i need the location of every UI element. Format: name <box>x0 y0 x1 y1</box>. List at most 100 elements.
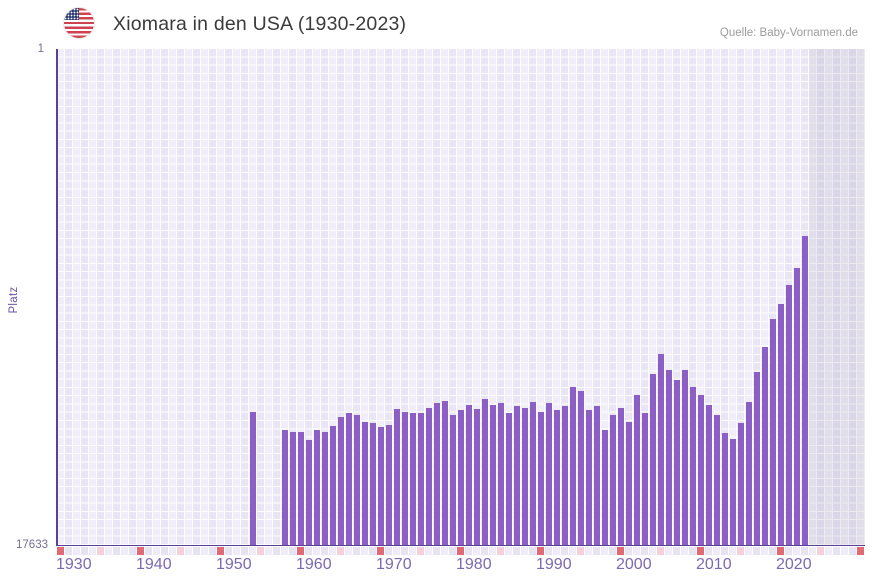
bar-1982[interactable] <box>474 409 481 545</box>
bar-1974[interactable] <box>410 413 417 545</box>
bar-1973[interactable] <box>402 411 409 545</box>
bar-2021[interactable] <box>786 285 793 545</box>
bar-1993[interactable] <box>562 406 569 545</box>
bar-2003[interactable] <box>642 413 649 545</box>
bar-2012[interactable] <box>714 414 721 545</box>
bar-2001[interactable] <box>626 421 633 545</box>
x-tick-cell-1933 <box>81 547 88 555</box>
x-tick-cell-2006 <box>665 547 672 555</box>
bar-1961[interactable] <box>306 439 313 545</box>
x-tick-cell-1950 <box>217 547 224 555</box>
x-tick-cell-2009 <box>689 547 696 555</box>
bar-1995[interactable] <box>578 390 585 545</box>
bar-1965[interactable] <box>338 417 345 545</box>
x-tick-cell-1931 <box>65 547 72 555</box>
bar-1978[interactable] <box>442 400 449 545</box>
bar-2013[interactable] <box>722 432 729 545</box>
x-tick-cell-2013 <box>721 547 728 555</box>
bar-1984[interactable] <box>490 404 497 545</box>
bar-2016[interactable] <box>746 402 753 545</box>
x-tick-cell-1959 <box>289 547 296 555</box>
bar-1976[interactable] <box>426 407 433 545</box>
x-tick-cell-2002 <box>633 547 640 555</box>
bar-2011[interactable] <box>706 404 713 545</box>
bar-1983[interactable] <box>482 399 489 545</box>
bar-1991[interactable] <box>546 403 553 545</box>
bar-1966[interactable] <box>346 413 353 545</box>
x-tick-cell-1955 <box>257 547 264 555</box>
bar-1998[interactable] <box>602 430 609 545</box>
source-attribution: Quelle: Baby-Vornamen.de <box>719 27 858 39</box>
bar-1988[interactable] <box>522 407 529 545</box>
bar-2007[interactable] <box>674 379 681 545</box>
x-axis-label-1990: 1990 <box>536 556 572 573</box>
bar-2022[interactable] <box>794 268 801 545</box>
x-tick-cell-2027 <box>833 547 840 555</box>
bar-2004[interactable] <box>650 373 657 545</box>
x-tick-cell-1957 <box>273 547 280 555</box>
bar-2014[interactable] <box>730 438 737 545</box>
x-tick-cell-1958 <box>281 547 288 555</box>
bar-1968[interactable] <box>362 421 369 545</box>
bar-1960[interactable] <box>298 431 305 545</box>
x-tick-cell-2015 <box>737 547 744 555</box>
x-axis-labels: 1930 1940 1950 1960 1970 1980 1990 2000 2010 2020 <box>56 556 873 576</box>
x-tick-cell-2024 <box>809 547 816 555</box>
bar-1975[interactable] <box>418 413 425 545</box>
bar-1992[interactable] <box>554 410 561 545</box>
bar-2009[interactable] <box>690 386 697 545</box>
bar-1986[interactable] <box>506 413 513 545</box>
x-tick-cell-1969 <box>369 547 376 555</box>
bar-2020[interactable] <box>778 303 785 545</box>
bar-1996[interactable] <box>586 410 593 545</box>
bar-2023[interactable] <box>802 236 809 545</box>
bar-1997[interactable] <box>594 406 601 545</box>
bar-1971[interactable] <box>386 424 393 545</box>
bar-1999[interactable] <box>610 414 617 545</box>
bar-2015[interactable] <box>738 423 745 545</box>
x-tick-cell-2017 <box>753 547 760 555</box>
bar-1985[interactable] <box>498 403 505 545</box>
bar-1963[interactable] <box>322 431 329 545</box>
y-tick-top: 1 <box>37 43 44 55</box>
x-tick-cell-1998 <box>601 547 608 555</box>
bar-1980[interactable] <box>458 410 465 545</box>
bar-1981[interactable] <box>466 404 473 545</box>
bar-1969[interactable] <box>370 423 377 545</box>
bar-1958[interactable] <box>282 430 289 545</box>
bar-1959[interactable] <box>290 431 297 545</box>
bar-1962[interactable] <box>314 430 321 545</box>
x-tick-cell-1982 <box>473 547 480 555</box>
bar-2017[interactable] <box>754 372 761 545</box>
x-tick-cell-2005 <box>657 547 664 555</box>
bar-2006[interactable] <box>666 369 673 545</box>
x-tick-cell-1945 <box>177 547 184 555</box>
x-axis-label-2000: 2000 <box>616 556 652 573</box>
bar-2000[interactable] <box>618 407 625 545</box>
bar-1989[interactable] <box>530 402 537 545</box>
bar-1970[interactable] <box>378 427 385 545</box>
x-axis-label-1930: 1930 <box>56 556 92 573</box>
bar-2005[interactable] <box>658 354 665 545</box>
x-tick-cell-2026 <box>825 547 832 555</box>
x-tick-cell-1943 <box>161 547 168 555</box>
bar-1972[interactable] <box>394 409 401 545</box>
bar-1987[interactable] <box>514 406 521 545</box>
bar-2019[interactable] <box>770 319 777 545</box>
bar-1990[interactable] <box>538 411 545 545</box>
x-tick-cell-1951 <box>225 547 232 555</box>
bar-2008[interactable] <box>682 369 689 545</box>
x-tick-cell-1974 <box>409 547 416 555</box>
bar-1967[interactable] <box>354 414 361 545</box>
bar-1979[interactable] <box>450 414 457 545</box>
bar-1964[interactable] <box>330 425 337 545</box>
x-tick-cell-2029 <box>849 547 856 555</box>
bar-2002[interactable] <box>634 394 641 545</box>
bar-1977[interactable] <box>434 403 441 545</box>
bar-1954[interactable] <box>250 411 257 545</box>
bar-2018[interactable] <box>762 347 769 545</box>
bar-2010[interactable] <box>698 394 705 545</box>
bar-1994[interactable] <box>570 386 577 545</box>
x-tick-cell-1961 <box>305 547 312 555</box>
